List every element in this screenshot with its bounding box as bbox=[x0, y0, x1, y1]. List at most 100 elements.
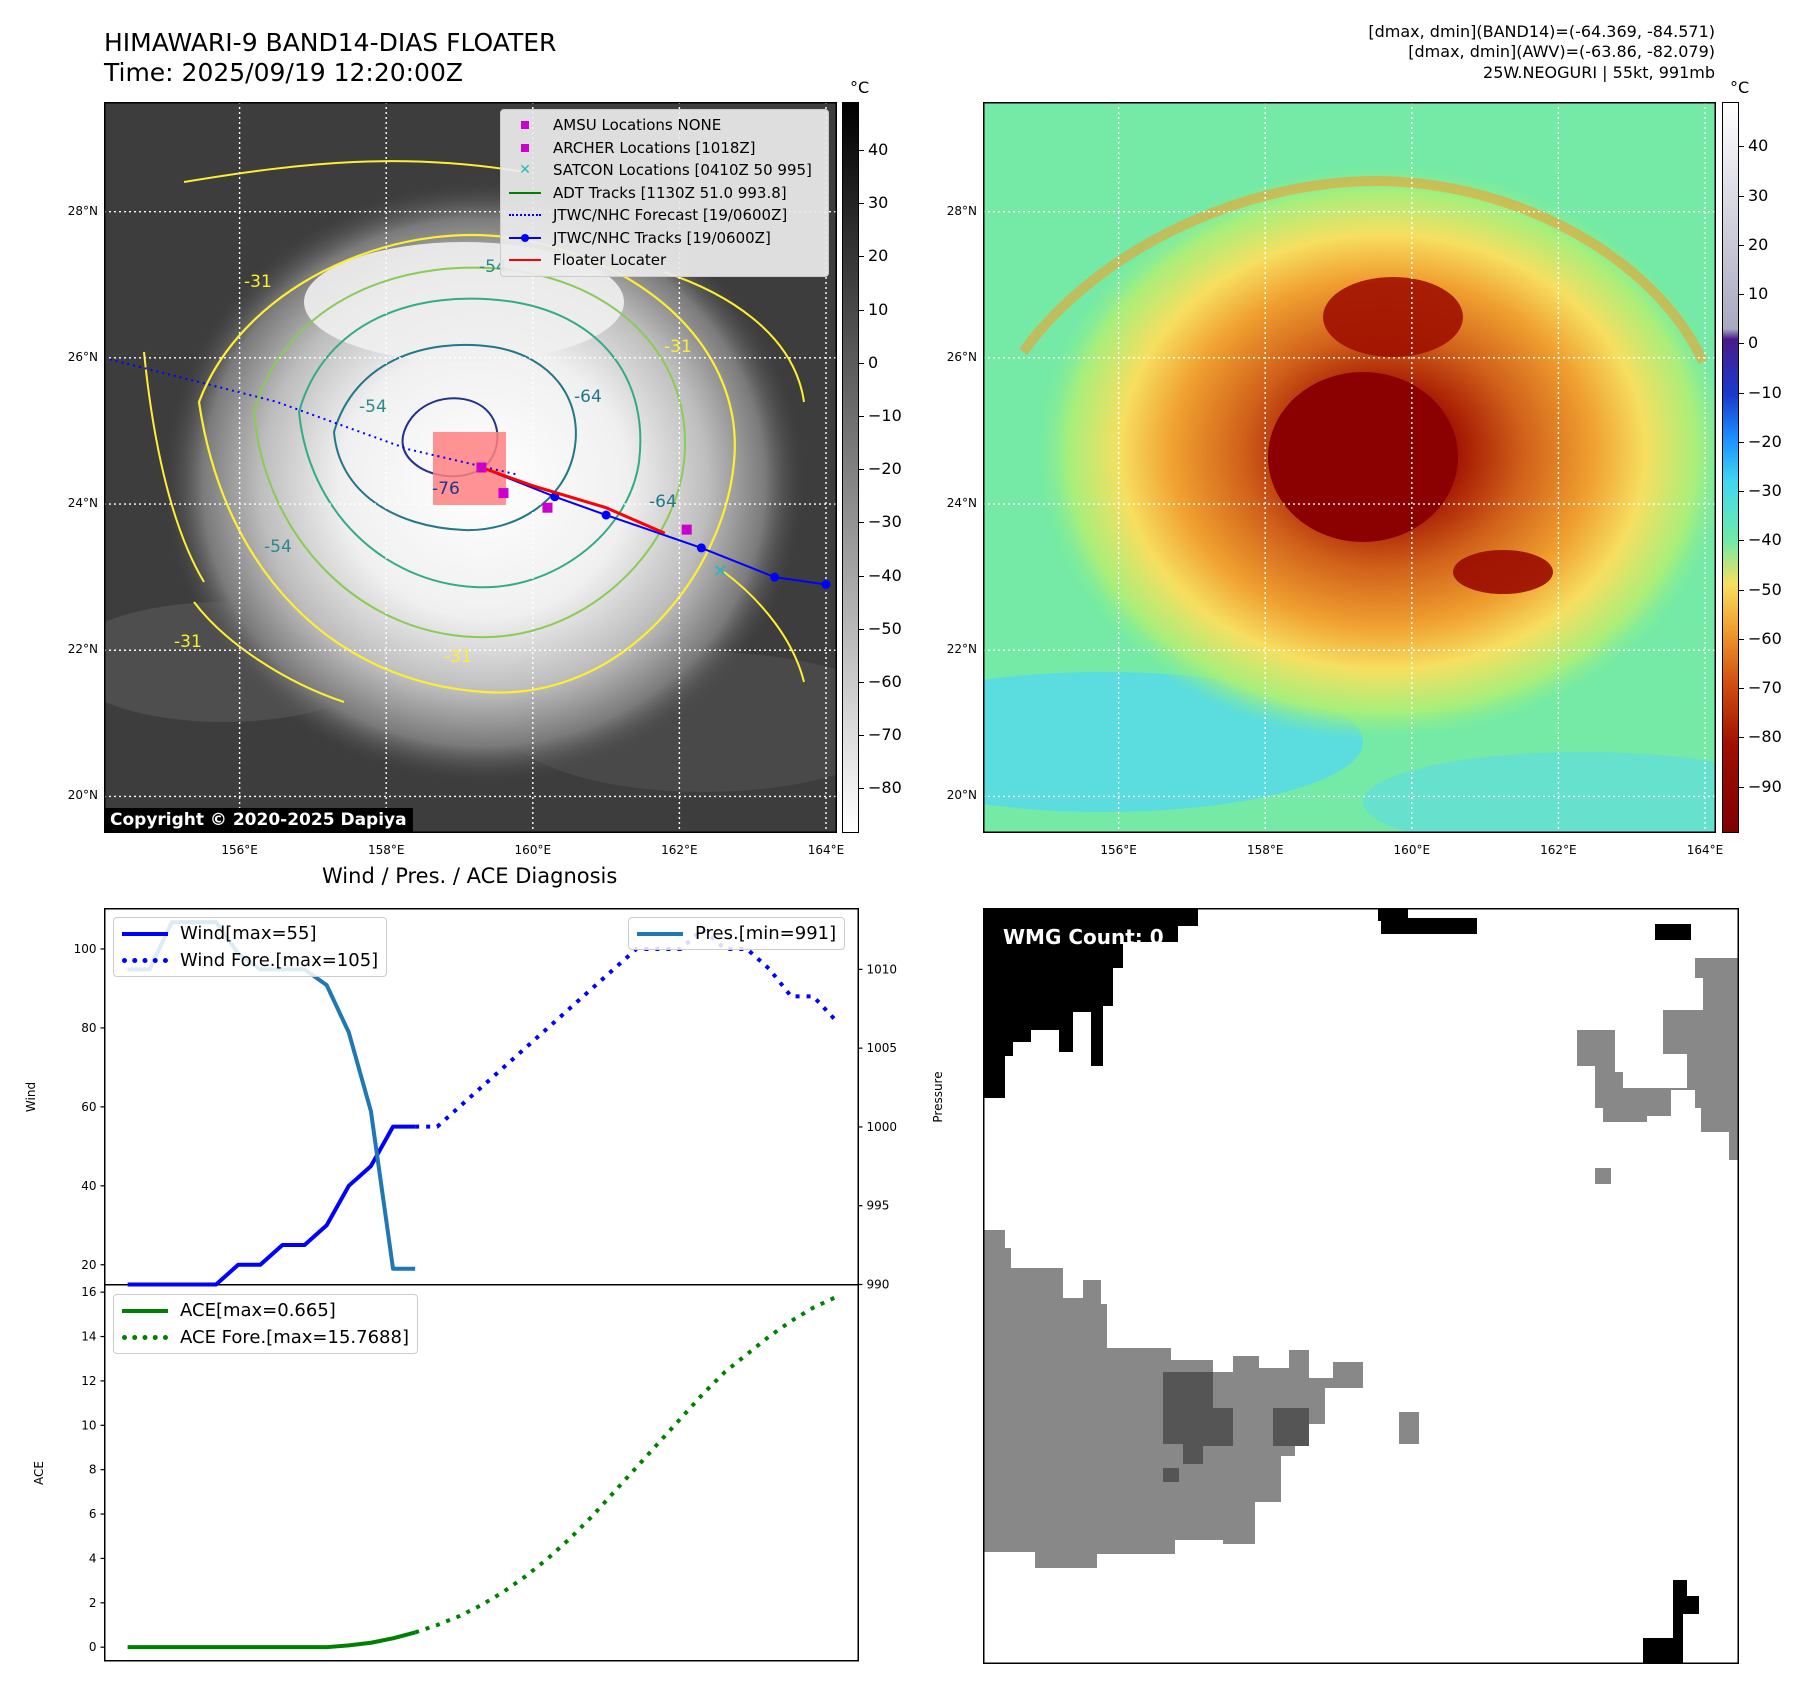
colorbar-tick-mark bbox=[1739, 589, 1744, 591]
colorbar-tick-mark bbox=[859, 522, 864, 524]
colorbar-tick-label: −40 bbox=[1748, 530, 1782, 550]
floater-box bbox=[433, 432, 506, 505]
jtwc-track-point bbox=[821, 579, 831, 589]
colorbar-tick-label: 0 bbox=[1748, 333, 1759, 353]
lat-tick-label: 20°N bbox=[67, 788, 98, 803]
wind-ytick-label: 100 bbox=[74, 942, 97, 956]
colorbar-tick-label: 20 bbox=[1748, 234, 1769, 254]
ace-axes-frame bbox=[104, 1284, 859, 1662]
colorbar-tick-label: 20 bbox=[868, 246, 889, 266]
wind-legend: Wind[max=55] Wind Fore.[max=105] bbox=[113, 917, 388, 977]
lon-tick-label: 162°E bbox=[661, 843, 698, 857]
pressure-legend: Pres.[min=991] bbox=[628, 917, 846, 950]
wind-forecast-series-line bbox=[415, 927, 837, 1129]
wmg-gray-region bbox=[1595, 1168, 1611, 1184]
contour-label: -31 bbox=[244, 272, 272, 292]
marker-line-icon bbox=[509, 231, 541, 245]
ace-forecast-series-line bbox=[414, 1295, 837, 1635]
awv-stats: [dmax, dmin](AWV)=(-63.86, -82.079) bbox=[1408, 42, 1715, 61]
dotted-line-icon bbox=[122, 957, 168, 964]
legend-item-wind: Wind[max=55] bbox=[122, 920, 378, 947]
floater-track bbox=[480, 466, 666, 535]
wmg-black-region bbox=[1378, 908, 1408, 921]
wind-series-line bbox=[127, 1124, 416, 1287]
lon-tick-label: 160°E bbox=[1393, 843, 1431, 857]
ace-ytick-label: 2 bbox=[89, 1596, 97, 1610]
archer-point bbox=[542, 502, 553, 513]
colorbar-tick-label: −70 bbox=[1748, 678, 1782, 698]
ace-ytick-label: 10 bbox=[81, 1418, 96, 1432]
colorbar-tick-label: −20 bbox=[1748, 431, 1782, 451]
contour-label: -54 bbox=[479, 257, 507, 277]
wind-ytick-label: 20 bbox=[81, 1258, 96, 1272]
dotted-line-icon bbox=[122, 1334, 168, 1341]
left-colorbar bbox=[842, 102, 859, 833]
wmg-gray-region bbox=[1399, 1412, 1419, 1444]
wmg-dark-region bbox=[1163, 1372, 1233, 1464]
lon-tick-label: 158°E bbox=[367, 843, 405, 857]
colorbar-tick-mark bbox=[1739, 491, 1744, 493]
colorbar-tick-mark bbox=[1739, 244, 1744, 246]
colorbar-tick-mark bbox=[859, 309, 864, 311]
figure-title: HIMAWARI-9 BAND14-DIAS FLOATER bbox=[104, 28, 557, 57]
pressure-ytick-label: 1005 bbox=[867, 1041, 898, 1055]
legend-label: JTWC/NHC Forecast [19/0600Z] bbox=[553, 206, 788, 225]
pressure-ytick-label: 995 bbox=[867, 1199, 890, 1213]
colorbar-tick-mark bbox=[859, 735, 864, 737]
copyright-label: Copyright © 2020-2025 Dapiya bbox=[104, 808, 413, 832]
archer-point bbox=[498, 488, 509, 499]
legend-label: JTWC/NHC Tracks [19/0600Z] bbox=[553, 228, 771, 247]
colorbar-tick-label: 40 bbox=[868, 139, 889, 159]
wmg-count-label: WMG Count: 0 bbox=[1003, 925, 1164, 949]
diagnosis-chart: 20 40 60 80 100 990 995 1000 1005 1010 0 2 4 6 8 10 12 1… bbox=[24, 908, 945, 1662]
right-awv-map bbox=[983, 102, 1716, 833]
band14-stats: [dmax, dmin](BAND14)=(-64.369, -84.571) bbox=[1368, 22, 1715, 41]
contour-label: -54 bbox=[264, 537, 292, 557]
line-icon bbox=[637, 931, 683, 937]
legend-label: Wind Fore.[max=105] bbox=[180, 950, 379, 971]
colorbar-tick-mark bbox=[859, 149, 864, 151]
colorbar-tick-label: 30 bbox=[1748, 185, 1769, 205]
ace-ytick-label: 16 bbox=[81, 1285, 96, 1299]
lon-tick-label: 160°E bbox=[514, 843, 552, 857]
legend-label: Wind[max=55] bbox=[180, 923, 317, 944]
contour-label: -31 bbox=[174, 632, 202, 652]
colorbar-tick-label: −80 bbox=[1748, 727, 1782, 747]
lat-tick-label: 26°N bbox=[67, 349, 98, 364]
colorbar-tick-mark bbox=[859, 415, 864, 417]
colorbar-tick-mark bbox=[1739, 688, 1744, 690]
legend-label: ACE Fore.[max=15.7688] bbox=[180, 1327, 409, 1348]
colorbar-tick-label: −50 bbox=[1748, 579, 1782, 599]
figure-time: Time: 2025/09/19 12:20:00Z bbox=[104, 58, 463, 87]
contour-label: -64 bbox=[649, 492, 677, 512]
colorbar-tick-label: −30 bbox=[868, 512, 902, 532]
lat-tick-label: 28°N bbox=[67, 203, 98, 218]
line-icon bbox=[509, 186, 541, 200]
colorbar-tick-label: 10 bbox=[1748, 284, 1769, 304]
legend-item-archer: ARCHER Locations [1018Z] bbox=[509, 137, 820, 160]
lat-tick-label: 24°N bbox=[67, 496, 98, 511]
colorbar-tick-label: −70 bbox=[868, 725, 902, 745]
colorbar-tick-mark bbox=[859, 362, 864, 364]
colorbar-tick-label: 40 bbox=[1748, 136, 1769, 156]
legend-item-adt: ADT Tracks [1130Z 51.0 993.8] bbox=[509, 182, 820, 205]
satcon-point: ✕ bbox=[713, 561, 728, 582]
colorbar-tick-mark bbox=[1739, 294, 1744, 296]
wind-ylabel: Wind bbox=[24, 1082, 38, 1112]
right-colorbar-unit: °C bbox=[1730, 78, 1750, 97]
lon-tick-label: 156°E bbox=[1100, 843, 1137, 857]
dotted-line-icon bbox=[509, 208, 541, 222]
colorbar-tick-mark bbox=[1739, 343, 1744, 345]
colorbar-tick-label: 30 bbox=[868, 193, 889, 213]
colorbar-tick-mark bbox=[859, 682, 864, 683]
contour-label: -31 bbox=[664, 337, 692, 357]
ace-ytick-label: 4 bbox=[89, 1551, 97, 1565]
colorbar-tick-mark bbox=[1739, 441, 1744, 443]
wmg-dark-region bbox=[1273, 1408, 1309, 1446]
ace-legend: ACE[max=0.665] ACE Fore.[max=15.7688] bbox=[113, 1294, 418, 1354]
lat-tick-label: 22°N bbox=[67, 642, 98, 657]
lat-tick-label: 22°N bbox=[946, 642, 977, 657]
colorbar-tick-label: −30 bbox=[1748, 481, 1782, 501]
lat-tick-label: 20°N bbox=[946, 788, 977, 803]
left-colorbar-unit: °C bbox=[850, 78, 870, 97]
